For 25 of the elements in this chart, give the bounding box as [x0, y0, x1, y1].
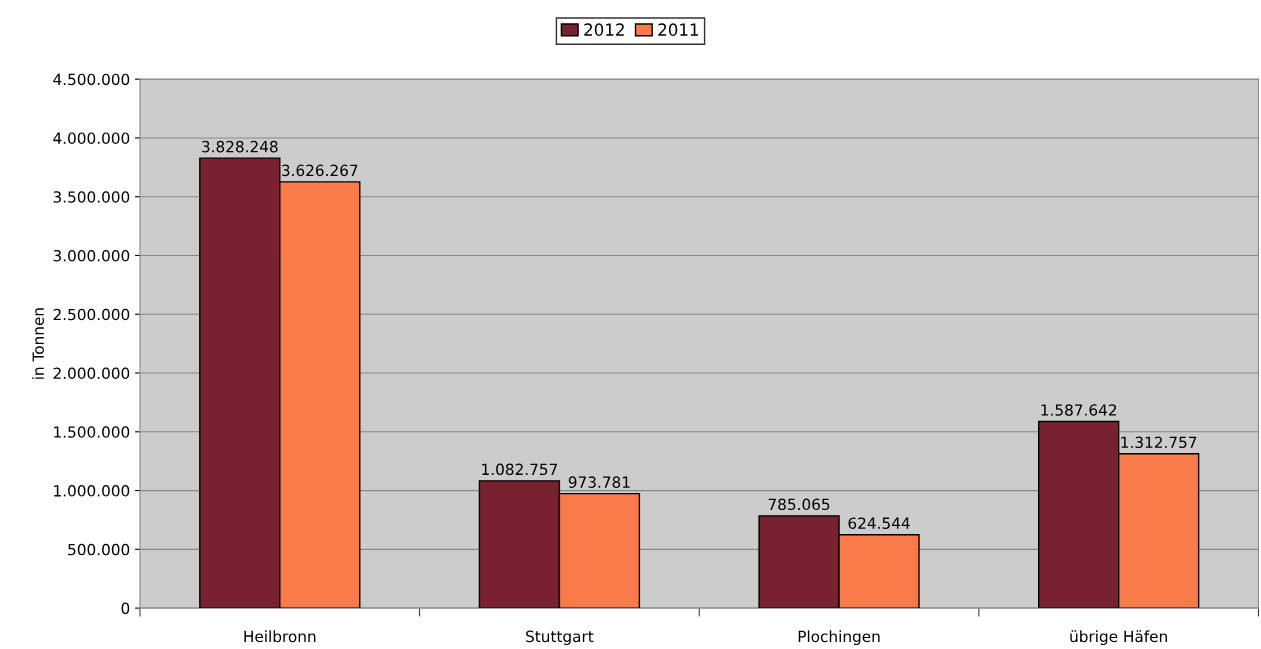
y-tick-label: 2.000.000 [53, 367, 130, 380]
y-tick-label: 1.500.000 [54, 426, 130, 438]
data-label: 973.781 [568, 476, 630, 488]
x-tick-label: Stuttgart [526, 630, 594, 646]
y-tick-label: 2.500.000 [53, 308, 130, 321]
data-label: 1.587.642 [1041, 404, 1117, 416]
y-tick-label: 500.000 [68, 543, 130, 556]
data-label: 785.065 [768, 498, 830, 511]
y-tick-label: 4.000.000 [53, 132, 130, 144]
data-label: 3.626.267 [282, 164, 358, 177]
data-label: 1.082.757 [482, 463, 557, 476]
legend-label: 2012 [584, 23, 624, 36]
data-label: 3.828.248 [202, 140, 278, 153]
y-tick-label: 3.000.000 [53, 249, 130, 262]
y-axis-title: in Tonnen [32, 308, 44, 379]
y-tick-label: 4.500.000 [53, 73, 130, 86]
x-tick-label: Heilbronn [244, 630, 316, 643]
y-tick-label: 3.500.000 [53, 191, 130, 203]
x-tick-label: Plochingen [798, 630, 880, 646]
data-label: 1.312.757 [1121, 436, 1197, 449]
y-tick-label: 0 [121, 602, 130, 615]
data-label: 624.544 [848, 517, 910, 529]
x-tick-label: übrige Häfen [1070, 630, 1167, 646]
legend-label: 2011 [658, 23, 699, 36]
y-tick-label: 1.000.000 [54, 485, 130, 497]
